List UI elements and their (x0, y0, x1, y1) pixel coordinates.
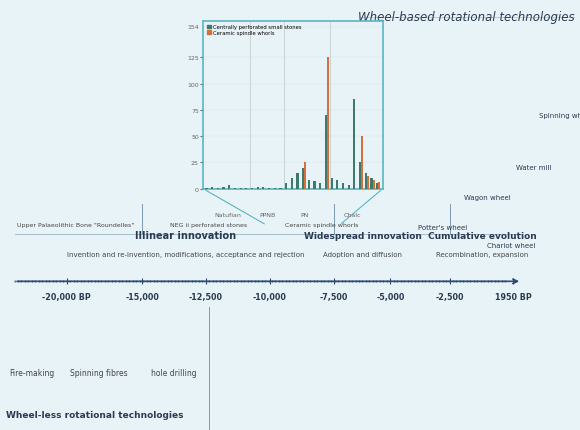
Bar (217, 188, 219, 189)
Text: Invention and re-invention, modifications, acceptance and rejection: Invention and re-invention, modification… (67, 252, 304, 258)
Text: -7,500: -7,500 (320, 292, 347, 301)
Text: -5,000: -5,000 (376, 292, 404, 301)
Bar (336, 181, 338, 189)
Bar (256, 187, 259, 189)
Bar (285, 184, 287, 189)
Text: PPNB: PPNB (259, 212, 276, 217)
Text: Illinear innovation: Illinear innovation (135, 231, 236, 241)
Text: Ceramic spindle whorls: Ceramic spindle whorls (285, 223, 358, 228)
Text: PN: PN (300, 212, 309, 217)
Text: Spinning fibres: Spinning fibres (70, 368, 128, 377)
Text: Upper Palaeolithic Bone "Roundelles": Upper Palaeolithic Bone "Roundelles" (17, 223, 134, 228)
Text: Fire-making: Fire-making (9, 368, 55, 377)
Text: 1950 BP: 1950 BP (495, 292, 532, 301)
Text: Wheel-based rotational technologies: Wheel-based rotational technologies (358, 11, 574, 24)
Bar (234, 188, 236, 189)
Bar (308, 181, 310, 189)
Text: Spinning wheel: Spinning wheel (539, 113, 580, 119)
Bar (342, 184, 344, 189)
Text: 154: 154 (187, 25, 199, 30)
Bar (361, 137, 363, 189)
Bar (347, 186, 350, 189)
Bar (296, 173, 299, 189)
Bar (327, 58, 329, 189)
Bar (291, 179, 293, 189)
Bar (353, 100, 356, 189)
Bar (268, 188, 270, 189)
Text: Adoption and diffusion: Adoption and diffusion (323, 252, 402, 258)
Bar (319, 184, 321, 189)
Bar (359, 163, 361, 189)
Text: NEG ii perforated stones: NEG ii perforated stones (171, 223, 247, 228)
Text: Wheel-less rotational technologies: Wheel-less rotational technologies (6, 410, 183, 419)
Bar (302, 168, 304, 189)
Text: -2,500: -2,500 (435, 292, 464, 301)
Text: Wagon wheel: Wagon wheel (464, 195, 511, 201)
Text: hole drilling: hole drilling (151, 368, 197, 377)
Legend: Centrally perforated small stones, Ceramic spindle whorls: Centrally perforated small stones, Ceram… (206, 24, 303, 37)
Bar (371, 179, 372, 189)
Bar (280, 188, 281, 189)
Bar (376, 184, 378, 189)
Text: Natufian: Natufian (214, 212, 241, 217)
Bar (211, 187, 213, 189)
Text: Potter's wheel: Potter's wheel (418, 225, 467, 231)
Bar (367, 177, 369, 189)
Text: Cumulative evolution: Cumulative evolution (428, 232, 537, 241)
Bar (223, 187, 224, 189)
Bar (331, 179, 333, 189)
Bar (325, 116, 327, 189)
Text: Water mill: Water mill (516, 165, 552, 171)
Bar (372, 181, 375, 189)
Bar (262, 187, 264, 189)
Text: Widespread innovation: Widespread innovation (303, 232, 422, 241)
Bar (228, 186, 230, 189)
Bar (304, 163, 306, 189)
Text: Chalc: Chalc (344, 212, 361, 217)
Bar (314, 182, 316, 189)
Text: -12,500: -12,500 (189, 292, 223, 301)
Text: Chariot wheel: Chariot wheel (487, 242, 535, 248)
Text: -20,000 BP: -20,000 BP (42, 292, 91, 301)
Text: -15,000: -15,000 (125, 292, 159, 301)
Text: -10,000: -10,000 (253, 292, 287, 301)
Bar (365, 173, 367, 189)
Bar (251, 188, 253, 189)
Text: Recombination, expansion: Recombination, expansion (436, 252, 529, 258)
Bar (378, 183, 380, 189)
